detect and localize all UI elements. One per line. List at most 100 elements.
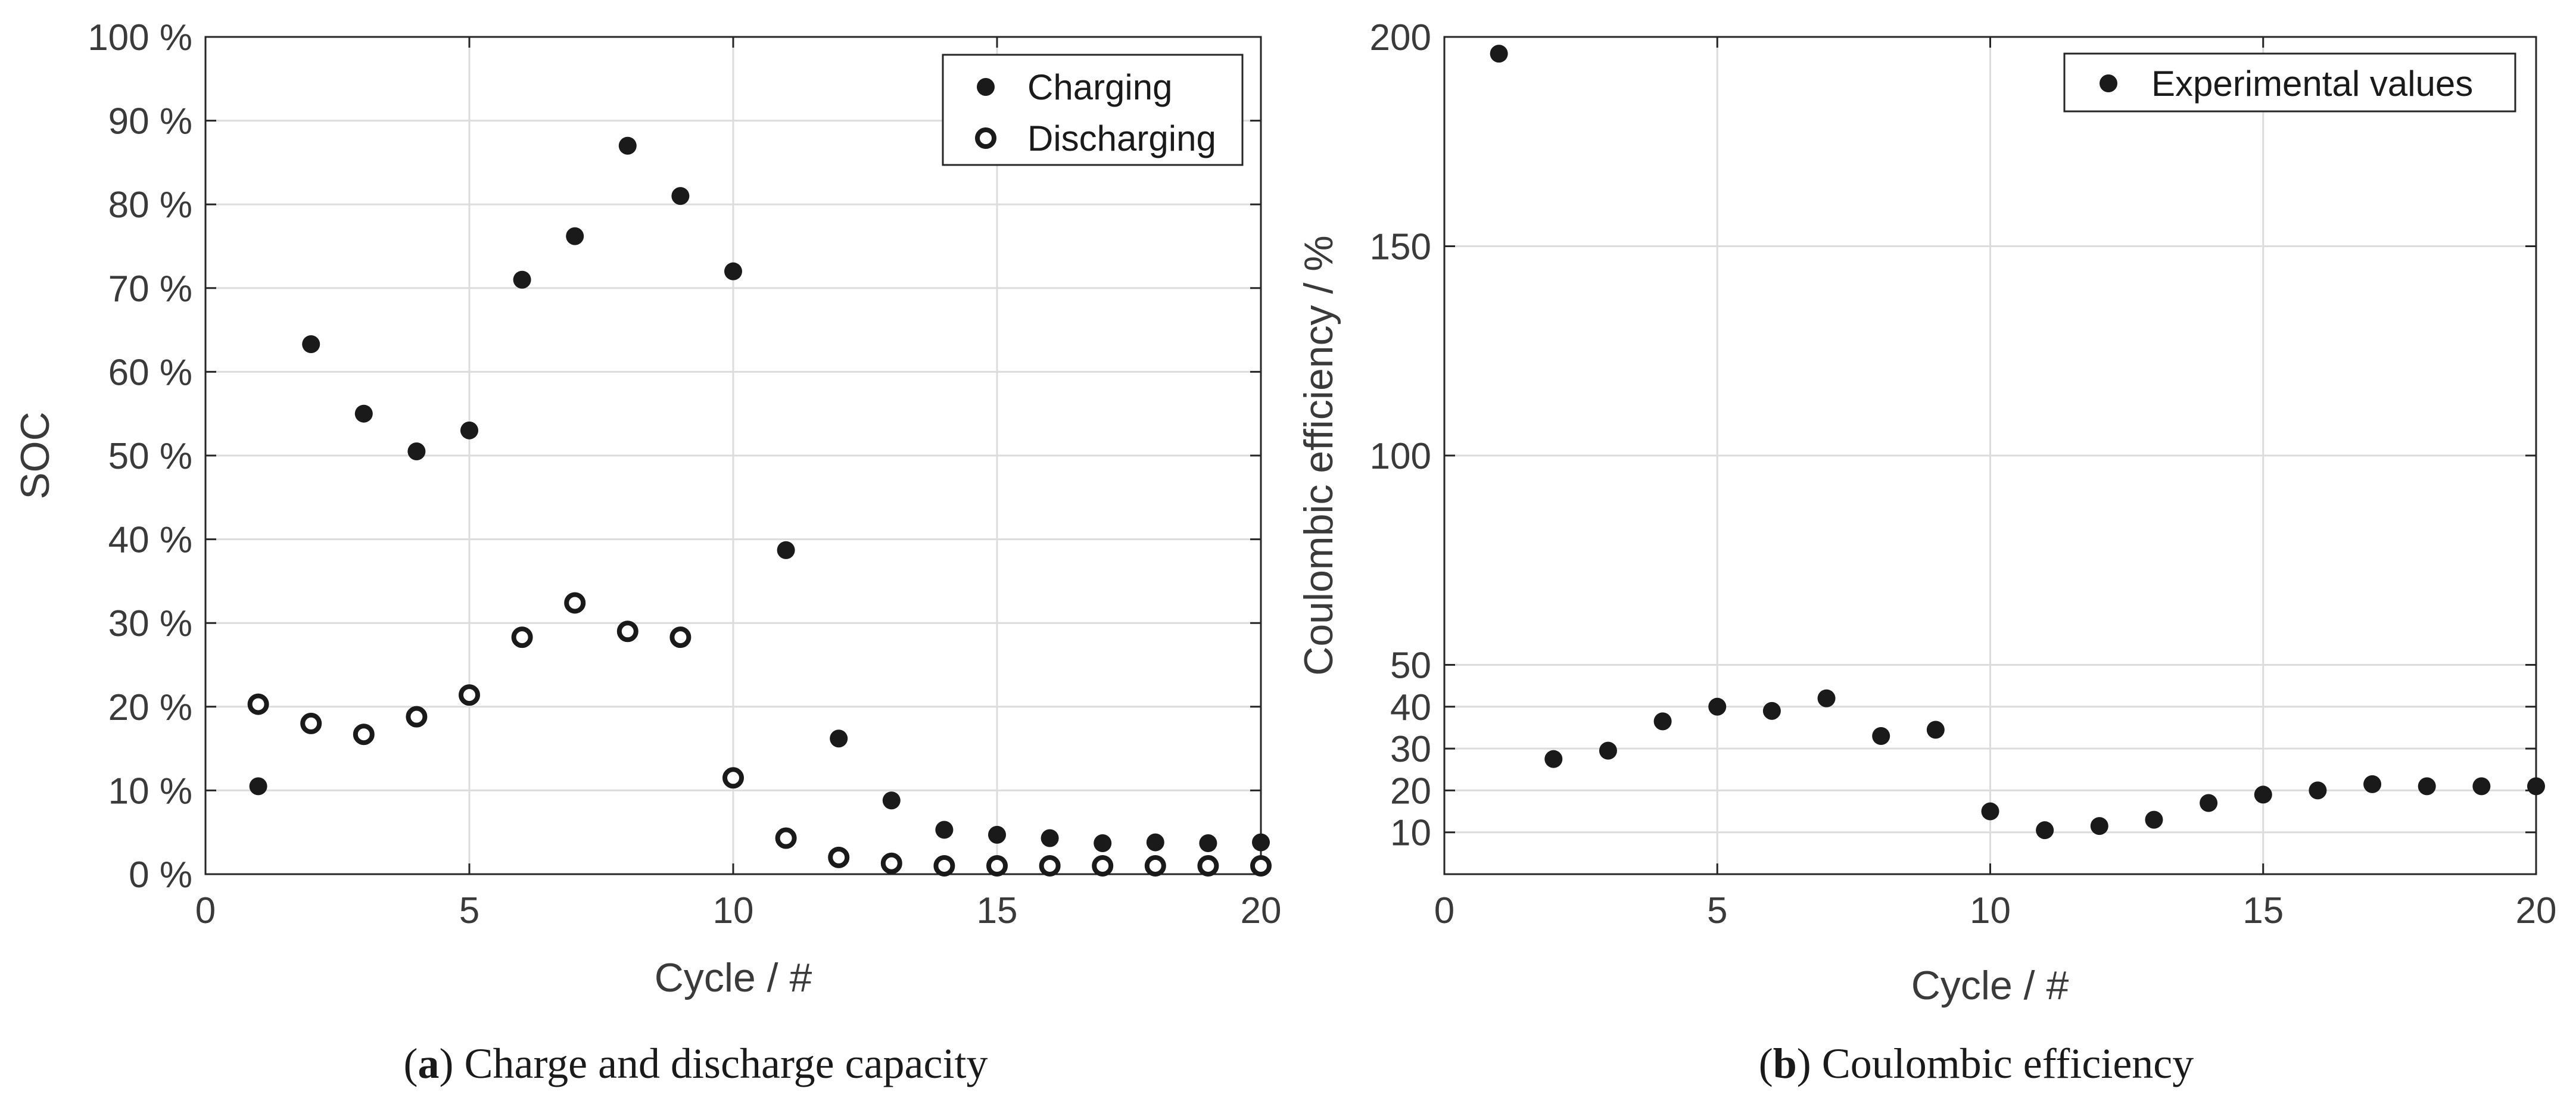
- soc-y-tick-label: 0 %: [129, 855, 192, 896]
- soc-y-tick-label: 40 %: [108, 520, 192, 561]
- charging-point: [1199, 834, 1217, 852]
- legend-marker-experimental-values: [2100, 74, 2117, 92]
- soc-x-tick-label: 15: [977, 890, 1018, 931]
- experimental-values-point: [1490, 45, 1508, 63]
- caption-a: (a) Charge and discharge capacity: [404, 1040, 988, 1087]
- soc-x-tick-label: 5: [459, 890, 479, 931]
- caption-a-text: Charge and discharge capacity: [464, 1040, 988, 1087]
- soc-x-tick-labels: 0 5 10 15 20: [195, 890, 1282, 931]
- soc-y-tick-label: 20 %: [108, 687, 192, 728]
- discharging-point: [1197, 855, 1219, 877]
- soc-y-tick-label: 60 %: [108, 352, 192, 393]
- soc-x-axis-title: Cycle / #: [655, 955, 812, 1000]
- charging-point: [724, 262, 742, 280]
- charging-point: [777, 541, 795, 559]
- soc-y-axis-title: SOC: [13, 411, 58, 499]
- experimental-values-point: [2200, 794, 2218, 812]
- charging-point: [1146, 833, 1164, 852]
- charging-point: [618, 136, 637, 155]
- charging-point: [830, 729, 848, 748]
- discharging-point: [828, 846, 850, 868]
- charging-point: [1041, 829, 1059, 847]
- charging-point: [302, 335, 320, 354]
- soc-x-tick-label: 10: [713, 890, 754, 931]
- discharging-point: [775, 827, 797, 849]
- ce-legend: Experimental values: [2063, 52, 2516, 113]
- discharging-point: [1092, 855, 1114, 877]
- charging-point: [354, 404, 373, 423]
- ce-y-tick-label: 30: [1390, 729, 1431, 770]
- soc-grid: [205, 37, 1261, 874]
- charging-point: [249, 777, 267, 796]
- discharging-point: [880, 852, 902, 874]
- experimental-values-point: [2472, 777, 2491, 796]
- ce-x-tick-labels: 0 5 10 15 20: [1434, 890, 2557, 931]
- discharging-point: [1039, 855, 1061, 877]
- discharging-point: [933, 855, 955, 877]
- charging-point: [882, 791, 901, 810]
- soc-y-tick-label: 90 %: [108, 101, 192, 142]
- ce-data-points: [1490, 45, 2545, 840]
- soc-y-tick-label: 10 %: [108, 771, 192, 812]
- charging-point: [988, 825, 1006, 844]
- soc-data-points: [247, 136, 1272, 877]
- experimental-values-point: [1544, 750, 1563, 768]
- discharging-point: [722, 767, 744, 789]
- caption-a-letter: a: [418, 1040, 440, 1087]
- soc-x-tick-label: 20: [1241, 890, 1282, 931]
- caption-b-letter: b: [1773, 1040, 1797, 1087]
- legend-marker-charging: [977, 78, 995, 96]
- caption-b: (b) Coulombic efficiency: [1759, 1040, 2194, 1087]
- discharging-point: [300, 712, 322, 734]
- charging-point: [1252, 833, 1270, 852]
- soc-y-tick-label: 80 %: [108, 185, 192, 226]
- ce-y-tick-label: 20: [1390, 771, 1431, 812]
- soc-y-tick-labels: 0 % 10 % 20 % 30 % 40 % 50 % 60 % 70 % 80 % 90 % 1…: [88, 17, 192, 896]
- charging-point: [566, 227, 584, 245]
- experimental-values-point: [1981, 802, 1999, 821]
- legend-label-charging: Charging: [1027, 67, 1173, 107]
- experimental-values-point: [1817, 689, 1836, 707]
- discharging-point: [459, 684, 480, 706]
- experimental-values-point: [1926, 721, 1945, 739]
- ce-y-axis-title: Coulombic efficiency / %: [1296, 235, 1341, 676]
- discharging-point: [1144, 855, 1166, 877]
- discharging-point: [353, 724, 375, 746]
- legend-label-experimental-values: Experimental values: [2151, 64, 2473, 104]
- charging-point: [513, 270, 531, 289]
- charging-point: [935, 821, 954, 839]
- experimental-values-point: [2363, 775, 2382, 793]
- charging-point: [1094, 834, 1112, 852]
- ce-legend-box: [2063, 52, 2516, 113]
- discharging-point: [1250, 855, 1272, 877]
- experimental-values-point: [2145, 810, 2163, 829]
- discharging-point: [247, 693, 269, 715]
- ce-y-tick-label: 40: [1390, 687, 1431, 728]
- soc-legend-box: [942, 54, 1244, 166]
- ce-x-tick-label: 0: [1434, 890, 1454, 931]
- soc-x-tick-label: 0: [195, 890, 216, 931]
- soc-y-tick-label: 30 %: [108, 603, 192, 644]
- soc-y-tick-label: 50 %: [108, 436, 192, 477]
- discharging-point: [986, 855, 1008, 877]
- ce-grid: [1444, 37, 2536, 874]
- chart-soc: 0 % 10 % 20 % 30 % 40 % 50 % 60 % 70 % 80 % 90 % 1…: [13, 17, 1281, 1087]
- experimental-values-point: [2309, 781, 2327, 800]
- caption-b-text: Coulombic efficiency: [1822, 1040, 2194, 1087]
- ce-x-axis-title: Cycle / #: [1911, 963, 2069, 1008]
- ce-x-tick-label: 15: [2242, 890, 2284, 931]
- ce-y-tick-label: 10: [1390, 813, 1431, 854]
- ce-x-tick-label: 5: [1707, 890, 1727, 931]
- charging-point: [671, 187, 690, 205]
- discharging-point: [564, 592, 586, 614]
- ce-y-tick-label: 100: [1370, 436, 1431, 477]
- experimental-values-point: [1599, 741, 1617, 760]
- charging-point: [407, 442, 426, 460]
- ce-y-tick-label: 200: [1370, 17, 1431, 58]
- experimental-values-point: [2527, 777, 2545, 796]
- experimental-values-point: [2418, 777, 2436, 796]
- soc-legend: Charging Discharging: [942, 54, 1244, 166]
- soc-y-tick-label: 70 %: [108, 269, 192, 310]
